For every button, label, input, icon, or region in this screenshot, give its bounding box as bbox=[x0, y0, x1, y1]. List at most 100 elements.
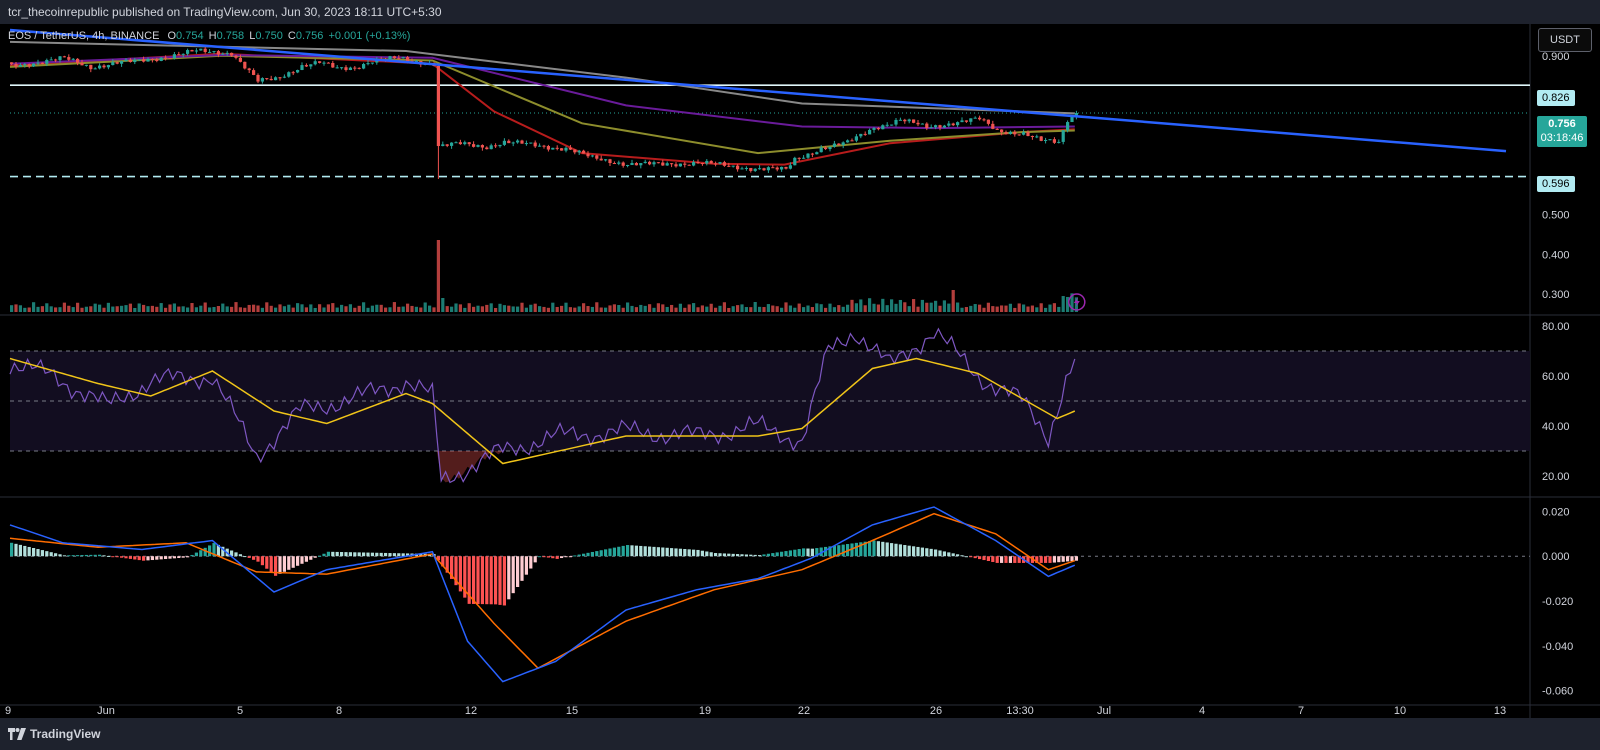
time-axis-label: 22 bbox=[798, 705, 810, 717]
macd-histogram-bar bbox=[652, 546, 656, 557]
tradingview-logo[interactable]: TradingView bbox=[8, 727, 100, 741]
volume-bar bbox=[986, 302, 990, 312]
moving-average-line bbox=[9, 52, 1075, 166]
candle-body bbox=[278, 77, 282, 79]
volume-bar bbox=[920, 299, 924, 312]
volume-bar bbox=[450, 306, 454, 312]
macd-histogram-bar bbox=[203, 547, 207, 557]
macd-histogram-bar bbox=[960, 555, 964, 557]
macd-histogram-bar bbox=[907, 545, 911, 557]
volume-bar bbox=[168, 304, 172, 312]
volume-bar bbox=[498, 303, 502, 312]
macd-histogram-bar bbox=[265, 556, 269, 569]
candle-body bbox=[322, 62, 326, 64]
candle-body bbox=[692, 161, 696, 166]
candle-body bbox=[1017, 134, 1021, 136]
rsi-axis-label: 40.00 bbox=[1542, 421, 1570, 433]
time-axis-label: 5 bbox=[237, 705, 243, 717]
time-axis-label: 26 bbox=[930, 705, 942, 717]
macd-histogram-bar bbox=[348, 552, 352, 557]
candle-body bbox=[300, 65, 304, 70]
volume-bar bbox=[1039, 303, 1043, 312]
macd-histogram-bar bbox=[973, 556, 977, 559]
macd-histogram-bar bbox=[366, 552, 370, 557]
volume-bar bbox=[366, 307, 370, 312]
macd-histogram-bar bbox=[775, 552, 779, 557]
time-axis-label: 4 bbox=[1199, 705, 1205, 717]
volume-bar bbox=[643, 305, 647, 312]
symbol-legend: EOS / TetherUS, 4h, BINANCE O0.754 H0.75… bbox=[8, 30, 412, 42]
volume-bar bbox=[507, 305, 511, 312]
candle-body bbox=[775, 167, 779, 170]
candle-body bbox=[837, 143, 841, 146]
volume-bar bbox=[749, 307, 753, 312]
volume-bar bbox=[912, 299, 916, 312]
candle-body bbox=[137, 59, 141, 61]
volume-bar bbox=[388, 307, 392, 312]
candle-body bbox=[194, 50, 198, 52]
volume-bar bbox=[828, 303, 832, 312]
macd-histogram-bar bbox=[230, 550, 234, 557]
candle-body bbox=[573, 149, 577, 153]
volume-bar bbox=[432, 307, 436, 312]
volume-bar bbox=[10, 305, 14, 312]
volume-bar bbox=[881, 298, 885, 312]
volume-bar bbox=[766, 304, 770, 312]
macd-histogram-bar bbox=[313, 556, 317, 558]
candle-body bbox=[824, 147, 828, 150]
candle-body bbox=[876, 128, 880, 130]
candle-body bbox=[186, 50, 190, 54]
volume-bar bbox=[159, 303, 163, 312]
volume-bar bbox=[1000, 305, 1004, 312]
candle-body bbox=[859, 133, 863, 137]
candle-body bbox=[344, 67, 348, 70]
candle-body bbox=[1026, 132, 1030, 137]
volume-bar bbox=[604, 307, 608, 312]
volume-bar bbox=[340, 304, 344, 312]
candle-body bbox=[269, 78, 273, 81]
candle-body bbox=[225, 52, 229, 54]
candle-body bbox=[590, 155, 594, 157]
candle-body bbox=[643, 161, 647, 164]
volume-bar bbox=[573, 307, 577, 312]
volume-bar bbox=[982, 307, 986, 312]
volume-bar bbox=[564, 302, 568, 312]
volume-bar bbox=[256, 305, 260, 312]
time-axis-label: 19 bbox=[699, 705, 711, 717]
candle-body bbox=[274, 77, 278, 81]
candle-body bbox=[40, 62, 44, 64]
volume-bar bbox=[542, 306, 546, 312]
candle-body bbox=[98, 65, 102, 69]
volume-bar bbox=[480, 306, 484, 312]
candle-body bbox=[670, 163, 674, 165]
resistance-price-tag: 0.826 bbox=[1537, 90, 1575, 106]
macd-histogram-bar bbox=[282, 556, 286, 572]
candle-body bbox=[10, 62, 14, 64]
time-axis-label: 9 bbox=[5, 705, 11, 717]
candle-body bbox=[938, 125, 942, 128]
macd-histogram-bar bbox=[753, 554, 757, 557]
macd-histogram-bar bbox=[599, 550, 603, 557]
candle-body bbox=[1030, 136, 1034, 138]
macd-histogram-bar bbox=[146, 556, 150, 561]
candle-body bbox=[304, 65, 308, 67]
macd-histogram-bar bbox=[749, 554, 753, 557]
macd-histogram-bar bbox=[436, 556, 440, 561]
chart-canvas[interactable]: 0.9000.8000.7000.5000.4000.30080.0060.00… bbox=[0, 24, 1600, 718]
macd-histogram-bar bbox=[507, 556, 511, 600]
macd-histogram-bar bbox=[331, 551, 335, 557]
macd-histogram-bar bbox=[881, 541, 885, 557]
candle-body bbox=[340, 67, 344, 69]
currency-button[interactable]: USDT bbox=[1538, 28, 1592, 52]
candle-body bbox=[177, 54, 181, 56]
macd-histogram-bar bbox=[353, 552, 357, 557]
candle-body bbox=[1000, 129, 1004, 133]
volume-bar bbox=[291, 307, 295, 312]
volume-bar bbox=[36, 306, 40, 312]
legend-symbol[interactable]: EOS / TetherUS, 4h, BINANCE bbox=[8, 30, 160, 42]
time-axis-label: 8 bbox=[336, 705, 342, 717]
volume-bar bbox=[32, 302, 36, 312]
candle-body bbox=[771, 167, 775, 169]
macd-axis-label: 0.020 bbox=[1542, 506, 1570, 518]
candle-body bbox=[1066, 122, 1070, 131]
